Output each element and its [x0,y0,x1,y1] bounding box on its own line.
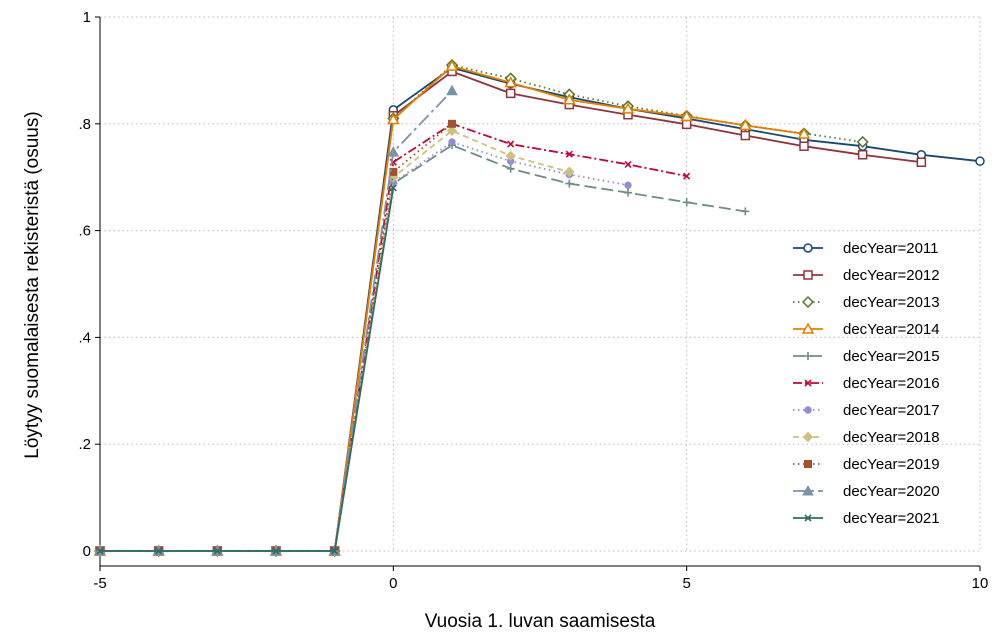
data-point-marker [448,138,456,146]
legend-entry: decYear=2017 [793,402,940,419]
data-point-marker [624,181,632,189]
data-point-marker [504,76,517,88]
data-point-marker [975,156,985,166]
legend-entry: decYear=2020 [793,483,940,500]
series-line [100,141,629,552]
data-point-marker [155,547,163,555]
data-point-marker [804,406,812,414]
legend-entry: decYear=2014 [793,321,940,338]
data-point-marker [804,379,812,387]
data-point-marker [803,270,813,280]
data-point-marker [799,141,809,151]
data-point-marker [96,547,104,555]
series-decyear-2017 [96,138,632,555]
legend-label: decYear=2013 [843,294,940,311]
series-line [100,187,395,552]
legend-label: decYear=2019 [843,456,940,473]
legend-label: decYear=2011 [843,240,939,257]
data-point-marker [624,160,632,168]
data-point-marker [213,547,221,555]
data-point-marker [857,150,868,160]
legend-entry: decYear=2016 [793,375,940,392]
legend-entry: decYear=2021 [793,510,940,527]
data-point-marker [624,188,632,197]
data-point-marker [565,179,574,188]
series-line [100,129,570,552]
data-point-marker [387,112,400,125]
legend-entry: decYear=2015 [793,348,940,365]
x-tick-label: 5 [682,575,690,592]
data-point-marker [621,102,635,114]
data-point-marker [740,130,751,141]
legend-entry: decYear=2018 [793,429,940,446]
legend-entry: decYear=2019 [793,456,940,473]
legend-label: decYear=2021 [843,510,940,527]
y-axis-title: Löytyy suomalaisesta rekisteristä (osuus… [22,111,43,458]
data-point-marker [803,243,813,253]
data-point-marker [802,484,814,496]
x-tick-label: -5 [93,575,106,592]
series-decyear-2013 [93,58,869,558]
data-point-marker [387,146,400,157]
data-point-marker [801,322,815,334]
legend-label: decYear=2020 [843,483,940,500]
data-point-marker [680,109,693,122]
legend-label: decYear=2012 [843,267,940,284]
series-layer [93,58,985,558]
data-point-marker [389,184,397,192]
series-decyear-2018 [94,125,575,557]
data-point-marker [797,127,811,139]
data-point-marker [507,140,515,148]
series-decyear-2015 [96,141,750,555]
data-point-marker [446,125,458,136]
y-tick-label: .6 [78,223,91,240]
y-tick-label: 1 [83,9,91,26]
data-point-marker [804,460,812,468]
data-point-marker [272,547,280,555]
legend: decYear=2011 decYear=2012 decYear=2013 decY… [793,240,940,527]
axes: 0.2.4.6.81-5 0 5 10 [78,9,988,592]
legend-label: decYear=2018 [843,429,940,446]
y-tick-label: 0 [83,543,91,560]
legend-label: decYear=2014 [843,321,940,338]
legend-label: decYear=2017 [843,402,940,419]
legend-entry: decYear=2011 [793,240,939,257]
x-axis-title: Vuosia 1. luvan saamisesta [425,611,656,632]
data-point-marker [389,167,398,176]
data-point-marker [683,172,691,180]
y-tick-label: .2 [78,436,91,453]
legend-entry: decYear=2013 [793,294,940,311]
data-point-marker [445,59,459,71]
series-decyear-2020 [94,84,458,556]
data-point-marker [802,431,814,443]
x-tick-label: 0 [389,575,397,592]
legend-label: decYear=2015 [843,348,940,365]
data-point-marker [505,88,516,99]
data-point-marker [739,118,752,131]
data-point-marker [446,84,458,96]
series-line [100,90,453,552]
data-point-marker [804,352,812,360]
data-point-marker [804,514,812,522]
data-point-marker [563,93,576,105]
x-tick-label: 10 [972,575,989,592]
data-point-marker [741,207,750,216]
data-point-marker [682,198,691,207]
legend-label: decYear=2016 [843,375,940,392]
data-point-marker [506,164,515,173]
y-tick-label: .4 [78,329,91,346]
data-point-marker [505,150,516,162]
data-point-marker [801,295,815,309]
data-point-marker [856,135,869,149]
data-point-marker [331,547,339,555]
data-point-marker [448,119,456,128]
data-point-marker [565,150,573,158]
series-decyear-2021 [96,184,397,555]
legend-entry: decYear=2012 [793,267,940,284]
series-line [100,144,746,552]
y-tick-label: .8 [78,116,91,133]
data-point-marker [916,157,927,167]
data-point-marker [564,166,575,178]
